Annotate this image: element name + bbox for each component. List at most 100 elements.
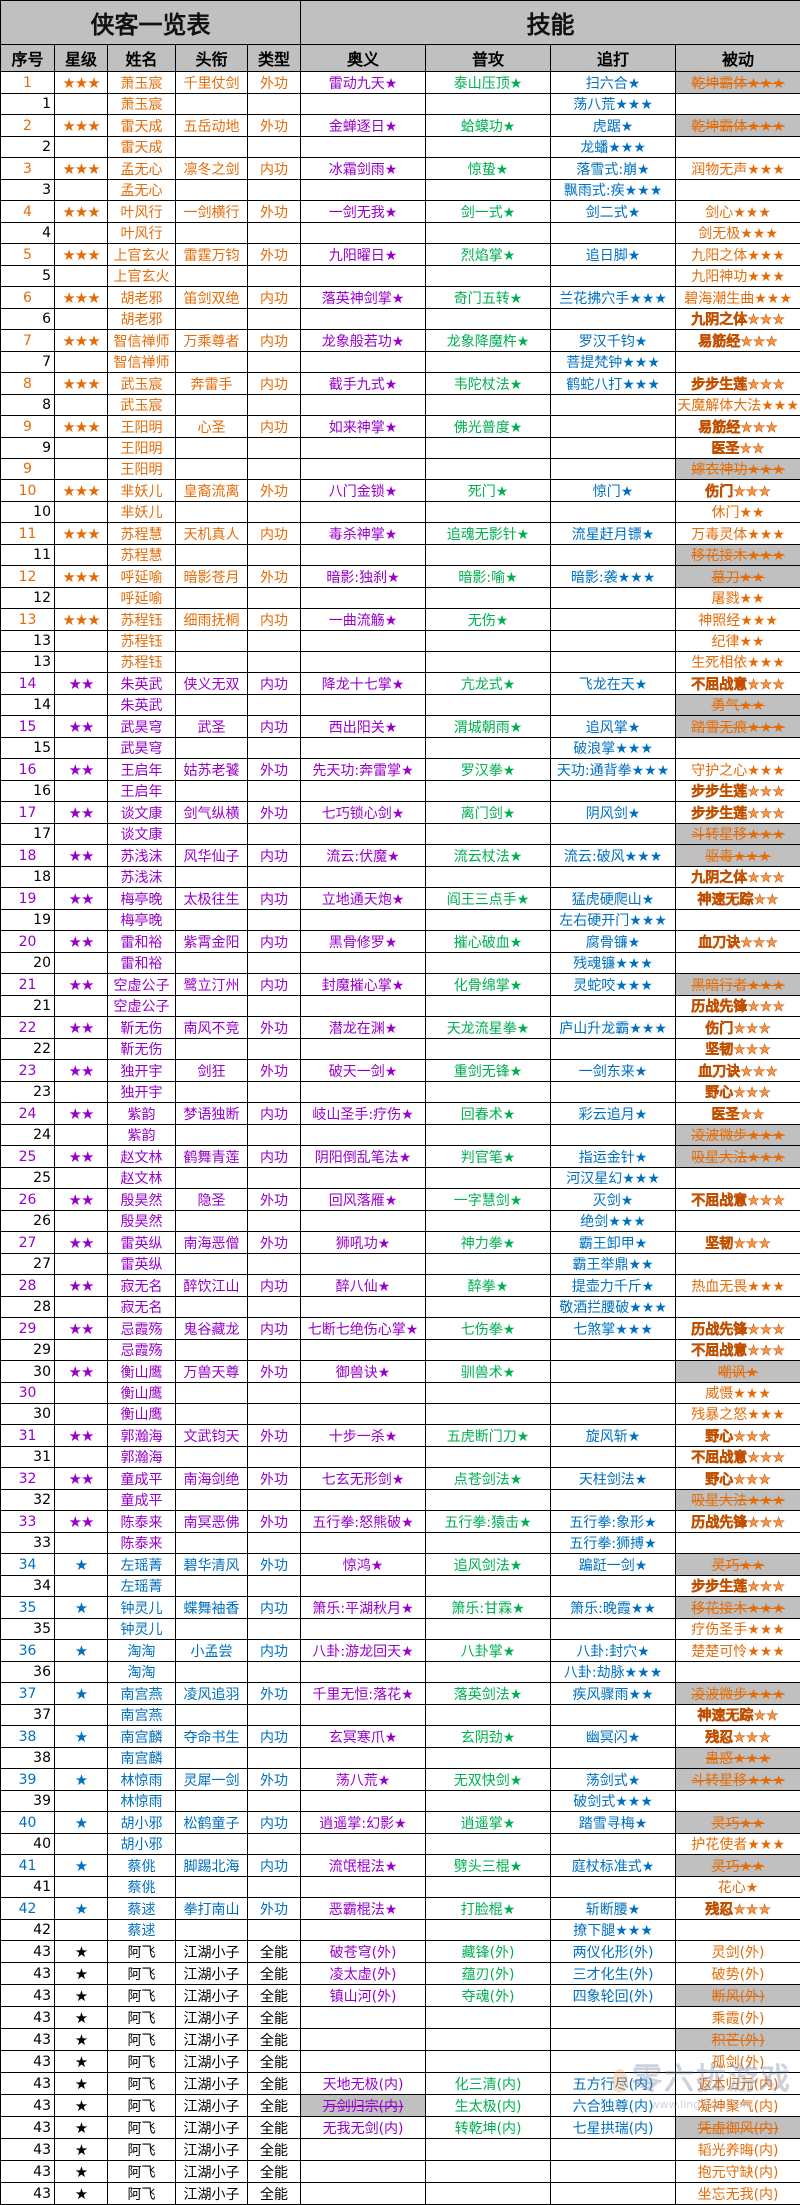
hero-type: 内功 <box>248 330 301 352</box>
row-number: 24 <box>1 1103 55 1125</box>
skill-ultimate: 一曲流觞★ <box>301 609 426 631</box>
skill-combo: 撩下腿★★★ <box>551 1920 676 1941</box>
skill-ultimate <box>301 395 426 416</box>
skill-ultimate <box>301 781 426 802</box>
skill-combo: 灵蛇咬★★★ <box>551 974 676 996</box>
column-header-row: 序号 星级 姓名 头衔 类型 奥义 普攻 追打 被动 <box>1 45 800 72</box>
hero-title <box>176 1125 248 1146</box>
row-number: 38 <box>1 1726 55 1748</box>
skill-passive: 历战先锋★★★ <box>676 996 800 1017</box>
hero-title <box>176 781 248 802</box>
skill-ultimate: 荡八荒★ <box>301 1769 426 1791</box>
hero-name: 空虚公子 <box>108 996 176 1017</box>
skill-passive-text: 步步生莲★★★ <box>691 806 785 822</box>
row-number: 7 <box>1 352 55 373</box>
skill-basic <box>426 2139 551 2161</box>
skill-combo <box>551 1490 676 1511</box>
row-number: 43 <box>1 2161 55 2183</box>
hero-type: 全能 <box>248 1985 301 2007</box>
hero-type: 全能 <box>248 2051 301 2073</box>
row-number: 4 <box>1 223 55 244</box>
star-rating: ★★ <box>55 845 108 867</box>
skill-passive-text: 不屈战意★★★ <box>691 1193 785 1209</box>
skill-basic: 追魂无影针★ <box>426 523 551 545</box>
skill-basic <box>426 459 551 480</box>
hero-title <box>176 631 248 652</box>
skill-passive: 野心★★★ <box>676 1468 800 1490</box>
row-number: 43 <box>1 2139 55 2161</box>
skill-ultimate <box>301 1297 426 1318</box>
star-rating: ★★★ <box>55 373 108 395</box>
row-number: 16 <box>1 759 55 781</box>
hero-type: 全能 <box>248 1963 301 1985</box>
skill-combo: 飞龙在天★ <box>551 673 676 695</box>
skill-basic: 亢龙式★ <box>426 673 551 695</box>
skill-combo <box>551 438 676 459</box>
hero-title: 细雨抚桐 <box>176 609 248 631</box>
skill-passive: 坚韧★★★ <box>676 1232 800 1254</box>
row-number: 4 <box>1 201 55 223</box>
hero-type: 内功 <box>248 1597 301 1619</box>
skill-ultimate <box>301 2139 426 2161</box>
hero-type <box>248 1297 301 1318</box>
hero-name: 阿飞 <box>108 2161 176 2183</box>
star-rating: ★★ <box>55 1146 108 1168</box>
star-rating: ★★ <box>55 1189 108 1211</box>
hero-type <box>248 1533 301 1554</box>
table-row: 28★★寂无名醉饮江山内功醉八仙★醉拳★提壶力千斤★热血无畏★★★ <box>1 1275 800 1297</box>
skill-basic <box>426 223 551 244</box>
skill-ultimate: 千里无恒:落花★ <box>301 1683 426 1705</box>
star-rating <box>55 1297 108 1318</box>
table-row: 13★★★苏程钰细雨抚桐内功一曲流觞★无伤★神照经★★★ <box>1 609 800 631</box>
hero-title: 南风不竞 <box>176 1017 248 1039</box>
star-rating <box>55 1039 108 1060</box>
hero-type: 全能 <box>248 2007 301 2029</box>
star-rating: ★★ <box>55 759 108 781</box>
row-number: 43 <box>1 1985 55 2007</box>
hero-name: 衡山鹰 <box>108 1383 176 1404</box>
skill-combo: 龙蟠★★★ <box>551 137 676 158</box>
hero-type: 外功 <box>248 244 301 266</box>
row-number: 43 <box>1 2117 55 2139</box>
row-number: 18 <box>1 867 55 888</box>
table-row: 42★蔡逑拳打南山外功恶霸棍法★打脸棍★斩断腰★残忍★★★ <box>1 1898 800 1920</box>
skill-basic <box>426 1297 551 1318</box>
star-rating <box>55 738 108 759</box>
table-row: 17★★谈文康剑气纵横外功七巧锁心剑★离门剑★阴风剑★步步生莲★★★ <box>1 802 800 824</box>
hero-title <box>176 1404 248 1425</box>
star-rating: ★ <box>55 1640 108 1662</box>
star-rating <box>55 652 108 673</box>
hero-title: 天机真人 <box>176 523 248 545</box>
hero-name: 雷英纵 <box>108 1254 176 1275</box>
skill-basic: 追风剑法★ <box>426 1554 551 1576</box>
hero-type: 全能 <box>248 2161 301 2183</box>
hero-title: 小孟尝 <box>176 1640 248 1662</box>
hero-name: 左瑶菁 <box>108 1576 176 1597</box>
row-number: 3 <box>1 158 55 180</box>
skill-passive: 抱元守缺(内) <box>676 2161 800 2183</box>
skill-passive: 断风(外) <box>676 1985 800 2007</box>
table-row: 21★★空虚公子鹭立汀州内功封魔摧心掌★化骨绵掌★灵蛇咬★★★黑暗行者★★★ <box>1 974 800 996</box>
row-number: 2 <box>1 137 55 158</box>
col-header-stars: 星级 <box>55 45 108 72</box>
hero-title: 千里仗剑 <box>176 72 248 94</box>
hero-name: 阿飞 <box>108 2051 176 2073</box>
hero-title: 鹤舞青莲 <box>176 1146 248 1168</box>
skill-combo: 流星赶月镖★ <box>551 523 676 545</box>
skill-passive: 神照经★★★ <box>676 609 800 631</box>
skill-passive: 历战先锋★★★ <box>676 1511 800 1533</box>
skill-passive-text: 不屈战意★★★ <box>691 1450 785 1466</box>
skill-ultimate: 截手九式★ <box>301 373 426 395</box>
table-row: 43★阿飞江湖小子全能凌太虚(外)蕴刃(外)三才化生(外)破势(外) <box>1 1963 800 1985</box>
skill-passive-text: 伤门★★★ <box>705 484 771 500</box>
hero-title <box>176 1447 248 1468</box>
skill-ultimate <box>301 1340 426 1361</box>
skill-passive: 破势(外) <box>676 1963 800 1985</box>
hero-type: 外功 <box>248 1425 301 1447</box>
skill-ultimate: 天地无极(内) <box>301 2073 426 2095</box>
skill-combo: 五行拳:狮搏★ <box>551 1533 676 1554</box>
skill-ultimate: 九阳曜日★ <box>301 244 426 266</box>
